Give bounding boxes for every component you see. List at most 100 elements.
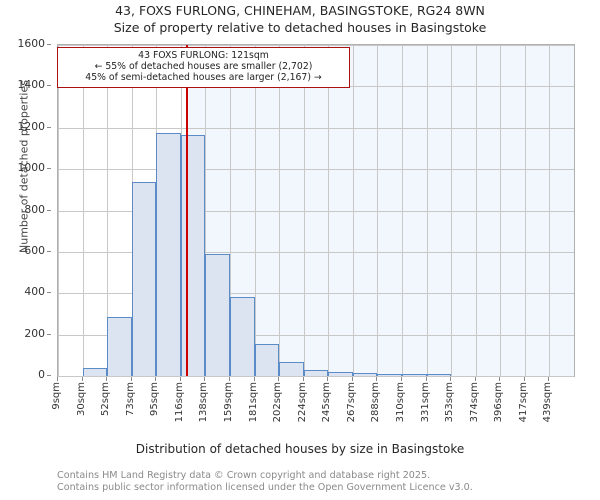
- y-axis-tick-label: 1400: [17, 78, 45, 92]
- x-axis-tickmark: [253, 377, 255, 381]
- x-axis-tick-label: 73sqm: [124, 382, 136, 417]
- histogram-bar: [279, 361, 304, 376]
- y-axis-tick-label: 600: [24, 243, 45, 257]
- footer-line-1: Contains HM Land Registry data © Crown c…: [57, 470, 431, 481]
- property-annotation-box: 43 FOXS FURLONG: 121sqm ← 55% of detache…: [57, 47, 350, 88]
- x-axis-tick-label: 30sqm: [75, 382, 87, 417]
- histogram-bar: [180, 135, 206, 376]
- gridline-vertical: [377, 45, 379, 376]
- y-axis-label: Number of detached properties: [17, 80, 31, 253]
- histogram-bar: [230, 296, 255, 376]
- x-axis-tickmark: [302, 377, 304, 381]
- gridline-vertical: [524, 45, 526, 376]
- y-axis-tick-label: 1000: [17, 161, 45, 175]
- y-axis-ticks: 0 200 400 600 800 1000 1200 1400 1600: [0, 37, 51, 381]
- x-axis-label: Distribution of detached houses by size …: [135, 442, 465, 456]
- histogram-bar: [303, 370, 329, 376]
- y-axis-tickmark: [47, 168, 51, 170]
- gridline-vertical: [82, 45, 84, 376]
- y-axis-tickmark: [47, 250, 51, 252]
- x-axis-tick-label: 374sqm: [468, 382, 480, 423]
- x-axis-tickmark: [327, 377, 329, 381]
- x-axis-tickmark: [499, 377, 501, 381]
- gridline-horizontal: [58, 293, 574, 295]
- annotation-line-3: 45% of semi-detached houses are larger (…: [85, 72, 322, 84]
- gridline-vertical: [475, 45, 477, 376]
- gridline-vertical: [254, 45, 256, 376]
- gridline-vertical: [205, 45, 207, 376]
- gridline-horizontal: [58, 127, 574, 129]
- property-marker-line: [186, 45, 189, 376]
- x-axis-tickmark: [376, 377, 378, 381]
- plot-area: [57, 44, 575, 377]
- x-axis-tickmark: [81, 377, 83, 381]
- x-axis-tick-label: 95sqm: [149, 382, 161, 417]
- chart-title: 43, FOXS FURLONG, CHINEHAM, BASINGSTOKE,…: [0, 2, 600, 36]
- gridline-vertical: [303, 45, 305, 376]
- gridline-vertical: [500, 45, 502, 376]
- gridline-horizontal: [58, 169, 574, 171]
- x-axis-tickmark: [57, 377, 58, 381]
- title-line-2: Size of property relative to detached ho…: [113, 20, 487, 35]
- x-axis-tick-label: 267sqm: [345, 382, 357, 423]
- x-axis-tickmark: [548, 377, 550, 381]
- x-axis-tick-label: 245sqm: [321, 382, 333, 423]
- x-axis-tickmark: [106, 377, 108, 381]
- annotation-line-2: ← 55% of detached houses are smaller (2,…: [94, 61, 313, 73]
- x-axis-tick-label: 116sqm: [173, 382, 185, 423]
- x-axis-tick-label: 9sqm: [51, 382, 62, 410]
- gridline-vertical: [58, 45, 59, 376]
- y-axis-tickmark: [47, 44, 51, 45]
- gridline-vertical: [230, 45, 231, 376]
- histogram-bar: [426, 374, 452, 376]
- gridline-horizontal: [58, 210, 574, 212]
- x-axis-tickmark: [229, 377, 230, 381]
- y-axis-tickmark: [47, 85, 51, 87]
- x-axis-tick-label: 331sqm: [419, 382, 431, 423]
- gridline-horizontal: [58, 334, 574, 336]
- x-axis-tick-label: 159sqm: [223, 382, 234, 423]
- x-axis-ticks: 9sqm 30sqm 52sqm 73sqm 95sqm 116sqm 138sqm 159s…: [51, 377, 575, 438]
- title-line-1: 43, FOXS FURLONG, CHINEHAM, BASINGSTOKE,…: [115, 3, 485, 18]
- x-axis-tickmark: [204, 377, 206, 381]
- histogram-bar: [402, 374, 427, 376]
- x-axis-tickmark: [450, 377, 452, 381]
- gridline-vertical: [279, 45, 281, 376]
- histogram-bar: [254, 343, 280, 376]
- x-axis-tick-label: 138sqm: [198, 382, 210, 423]
- x-axis-tick-label: 396sqm: [493, 382, 505, 423]
- y-axis-tick-label: 400: [24, 285, 45, 299]
- x-axis-tickmark: [474, 377, 476, 381]
- footer-attribution: Contains HM Land Registry data © Crown c…: [57, 470, 577, 493]
- gridline-vertical: [107, 45, 109, 376]
- y-axis-tickmark: [47, 126, 51, 128]
- y-axis-tick-label: 200: [24, 326, 45, 340]
- gridline-vertical: [328, 45, 330, 376]
- y-axis-tickmark: [47, 375, 51, 376]
- gridline-horizontal: [58, 251, 574, 253]
- gridline-vertical: [549, 45, 551, 376]
- y-axis-tickmark: [47, 292, 51, 294]
- y-axis-tick-label: 0: [38, 368, 45, 381]
- histogram-bar: [328, 371, 353, 376]
- histogram-bar: [156, 132, 181, 376]
- gridline-vertical: [426, 45, 428, 376]
- x-axis-tickmark: [425, 377, 427, 381]
- histogram-bar: [107, 317, 132, 376]
- footer-line-2: Contains public sector information licen…: [57, 481, 473, 493]
- histogram-bar: [131, 181, 157, 376]
- x-axis-tickmark: [351, 377, 353, 381]
- gridline-vertical: [352, 45, 354, 376]
- x-axis-tick-label: 181sqm: [247, 382, 259, 423]
- x-axis-tick-label: 202sqm: [272, 382, 284, 423]
- x-axis-tick-label: 224sqm: [296, 382, 308, 423]
- x-axis-tick-label: 417sqm: [517, 382, 529, 423]
- y-axis-tick-label: 1600: [17, 37, 45, 50]
- x-axis-tickmark: [179, 377, 181, 381]
- gridline-vertical: [402, 45, 403, 376]
- histogram-bar: [82, 367, 108, 376]
- histogram-bar: [352, 372, 378, 376]
- y-axis-tickmark: [47, 209, 51, 211]
- x-axis-tickmark: [155, 377, 157, 381]
- x-axis-tick-label: 52sqm: [100, 382, 112, 417]
